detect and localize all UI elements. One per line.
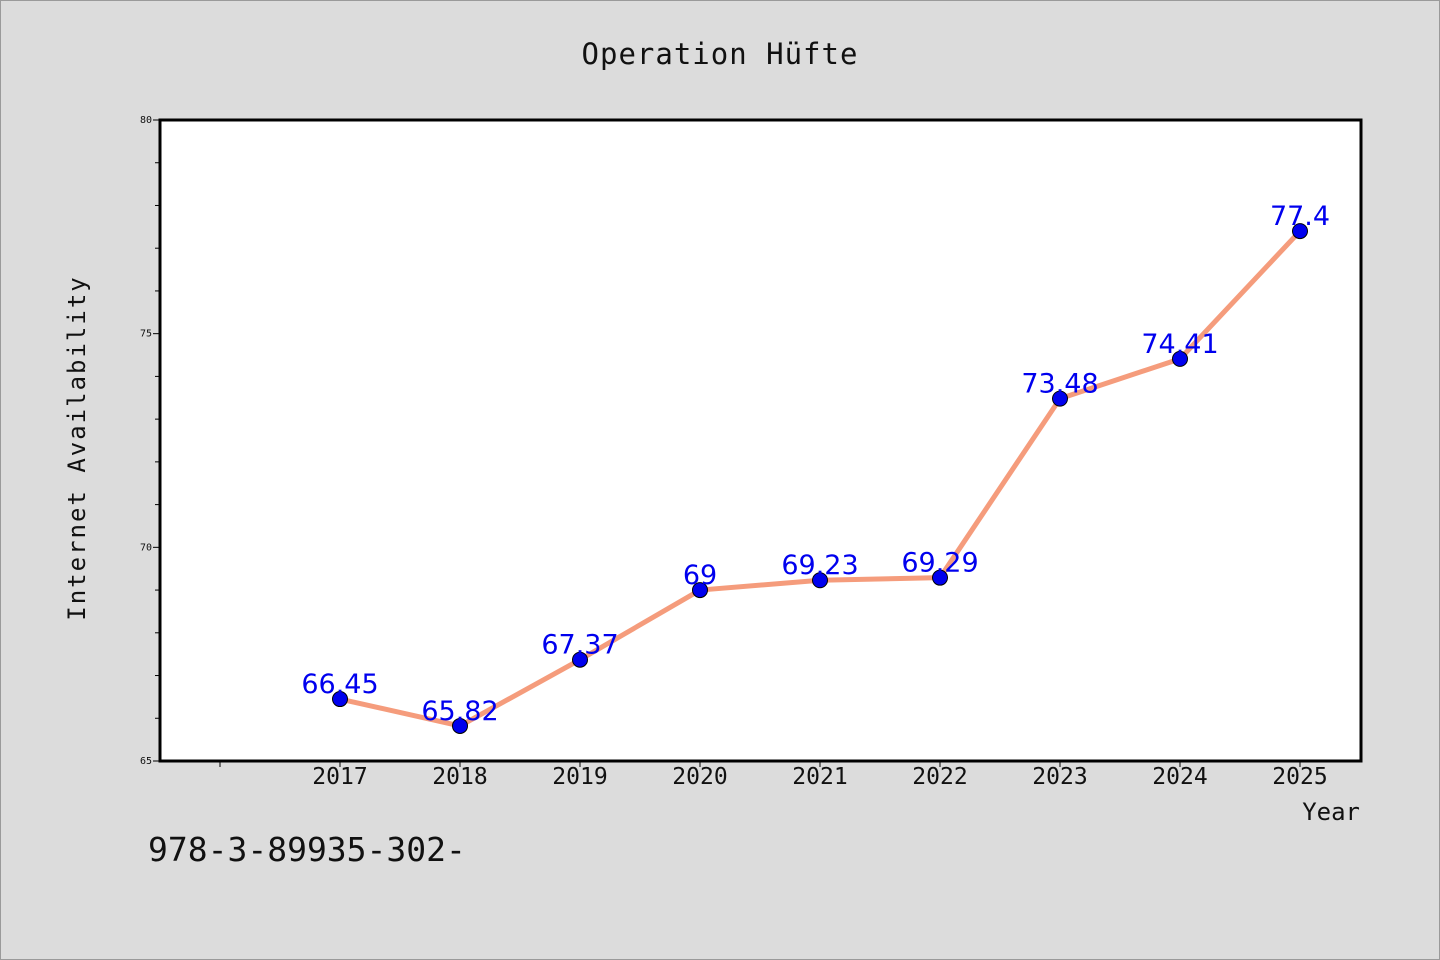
chart-title: Operation Hüfte — [582, 37, 859, 71]
axis-ticks: 65 70 75 80 2017 2018 2019 2020 2021 2022 2023 2024… — [140, 115, 1328, 790]
data-point-marker — [1052, 390, 1068, 407]
data-label: 69.29 — [901, 548, 978, 579]
x-tick-label: 2025 — [1272, 764, 1327, 790]
x-tick-label: 2017 — [312, 764, 367, 790]
data-label: 66.45 — [301, 669, 378, 700]
plot-border — [158, 118, 1363, 763]
y-tick-label: 80 — [140, 115, 152, 126]
y-tick-label: 70 — [140, 542, 152, 553]
x-tick-label: 2018 — [432, 764, 487, 790]
data-point-marker — [812, 572, 828, 589]
data-point-marker — [332, 691, 348, 708]
data-label: 67.37 — [541, 630, 618, 661]
data-label: 77.4 — [1270, 201, 1330, 232]
data-labels: 66.45 65.82 67.37 69 69.23 69.29 73.48 74.41 77.… — [301, 201, 1330, 727]
x-tick-label: 2020 — [672, 764, 727, 790]
x-tick-label: 2024 — [1152, 764, 1207, 790]
y-tick-label: 75 — [140, 329, 152, 340]
data-label: 69.23 — [781, 550, 858, 581]
data-point-marker — [1292, 223, 1308, 240]
series-layer — [332, 223, 1308, 734]
data-point-marker — [932, 569, 948, 586]
data-label: 73.48 — [1021, 369, 1098, 400]
data-label: 74.41 — [1141, 329, 1218, 360]
x-tick-label: 2019 — [552, 764, 607, 790]
x-tick-label: 2023 — [1032, 764, 1087, 790]
data-point-marker — [572, 651, 588, 668]
x-axis-label: Year — [1302, 798, 1360, 826]
x-tick-label: 2021 — [792, 764, 847, 790]
data-point-marker — [692, 582, 708, 599]
data-point-marker — [452, 717, 468, 734]
data-point-marker — [1172, 350, 1188, 367]
y-tick-label: 65 — [140, 756, 152, 767]
x-tick-label: 2022 — [912, 764, 967, 790]
data-label: 65.82 — [421, 696, 498, 727]
y-axis-label: Internet Availability — [63, 275, 91, 620]
plot-area — [160, 120, 1361, 761]
data-label: 69 — [683, 560, 717, 591]
footnote-isbn: 978-3-89935-302- — [148, 830, 466, 869]
